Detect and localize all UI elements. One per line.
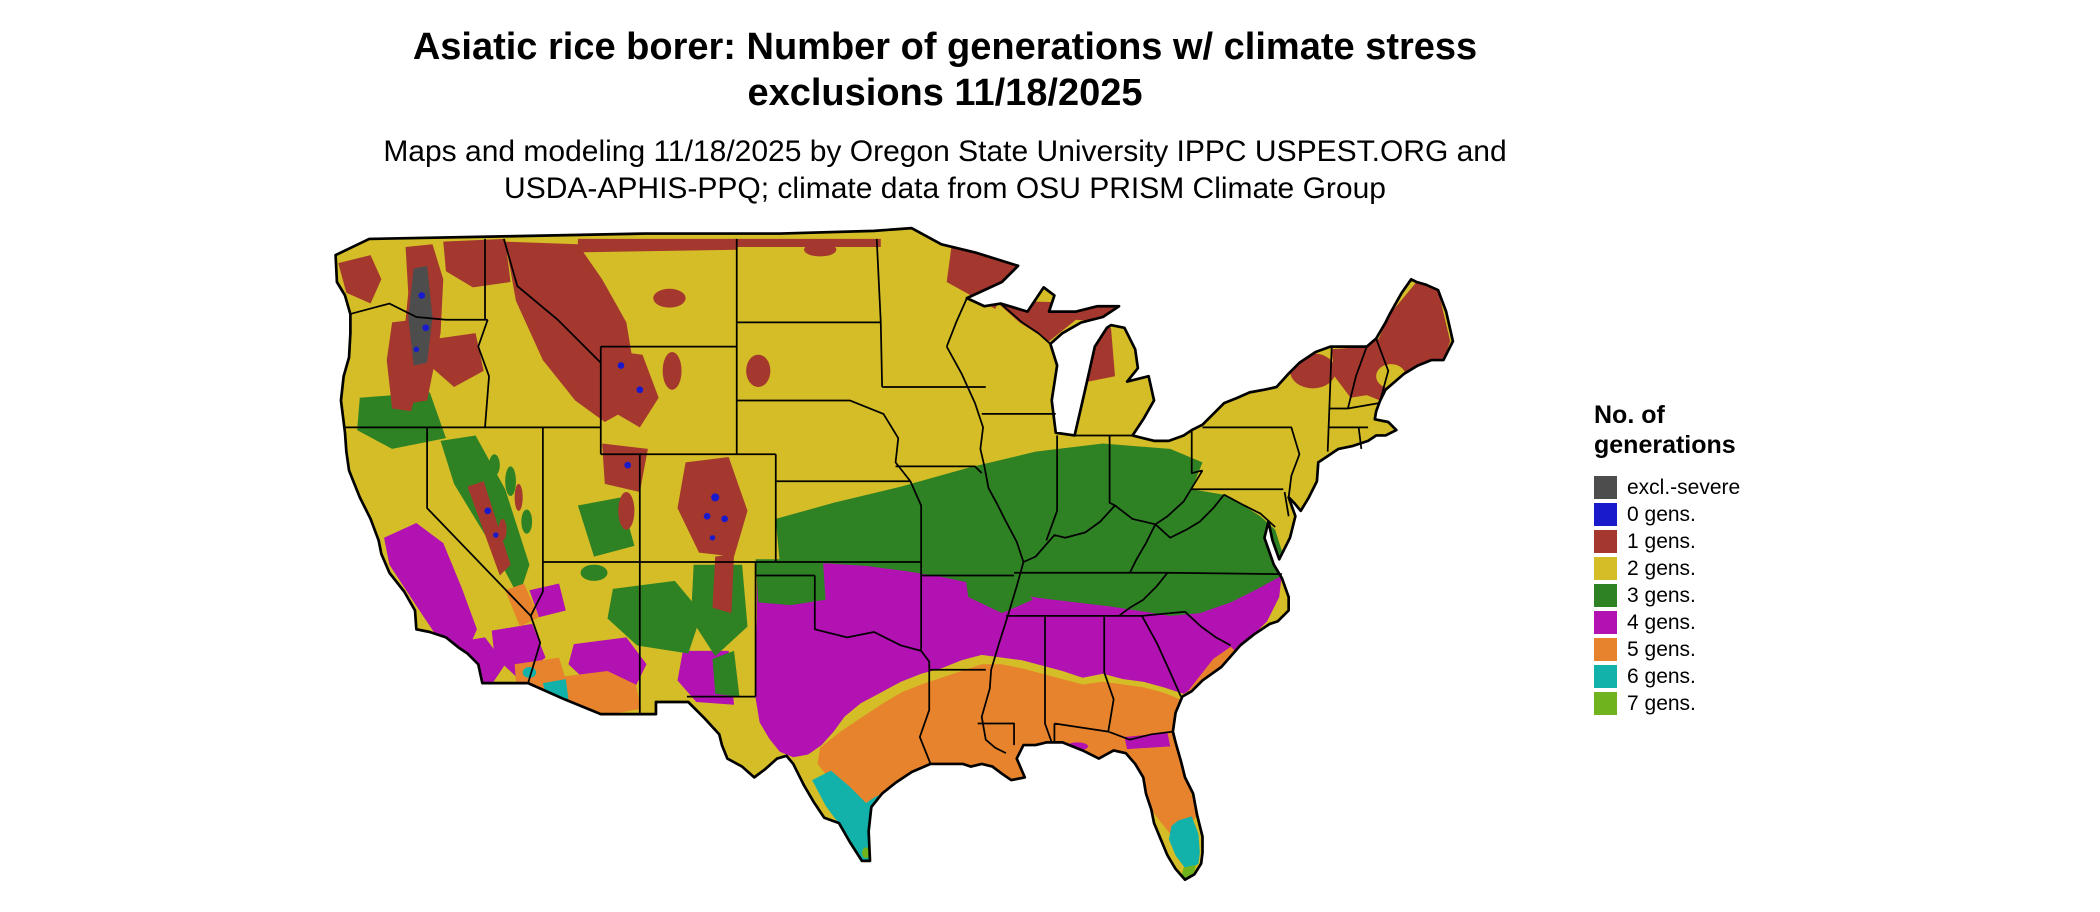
region-6-gens xyxy=(522,667,1200,872)
title-line-1: Asiatic rice borer: Number of generation… xyxy=(412,26,1478,68)
legend-label: excl.-severe xyxy=(1627,476,1741,499)
subtitle-line-1: Maps and modeling 11/18/2025 by Oregon S… xyxy=(383,134,1507,168)
region-excl-severe xyxy=(408,265,433,366)
legend-item: 7 gens. xyxy=(1594,690,1854,717)
map-panel xyxy=(295,212,1480,912)
legend-item: 3 gens. xyxy=(1594,582,1854,609)
legend-item: excl.-severe xyxy=(1594,474,1854,501)
legend-swatch-4-gens xyxy=(1594,611,1617,634)
legend-item: 2 gens. xyxy=(1594,555,1854,582)
legend-swatch-5-gens xyxy=(1594,638,1617,661)
page-subtitle: Maps and modeling 11/18/2025 by Oregon S… xyxy=(0,133,1890,208)
legend-swatch-1-gens xyxy=(1594,530,1617,553)
region-7-gens xyxy=(861,847,1196,880)
header: Asiatic rice borer: Number of generation… xyxy=(0,24,1890,208)
legend-title: No. of generations xyxy=(1594,400,1854,460)
title-line-2: exclusions 11/18/2025 xyxy=(747,72,1143,115)
legend-label: 5 gens. xyxy=(1627,638,1696,661)
legend-swatch-6-gens xyxy=(1594,665,1617,688)
legend-swatch-7-gens xyxy=(1594,692,1617,715)
legend-label: 4 gens. xyxy=(1627,611,1696,634)
legend-item: 0 gens. xyxy=(1594,501,1854,528)
legend-label: 0 gens. xyxy=(1627,503,1696,526)
legend-swatch-2-gens xyxy=(1594,557,1617,580)
legend-title-line-2: generations xyxy=(1594,431,1736,459)
page-title: Asiatic rice borer: Number of generation… xyxy=(0,24,1890,117)
legend-item: 1 gens. xyxy=(1594,528,1854,555)
legend-item: 4 gens. xyxy=(1594,609,1854,636)
legend-swatch-0-gens xyxy=(1594,503,1617,526)
legend-label: 7 gens. xyxy=(1627,692,1696,715)
us-generations-map xyxy=(334,226,1455,882)
state-borders xyxy=(345,238,1390,765)
legend-label: 1 gens. xyxy=(1627,530,1696,553)
legend-label: 6 gens. xyxy=(1627,665,1696,688)
legend: No. of generations excl.-severe 0 gens. … xyxy=(1594,400,1854,717)
us-outline xyxy=(334,226,1455,882)
subtitle-line-2: USDA-APHIS-PPQ; climate data from OSU PR… xyxy=(504,172,1386,206)
legend-item: 6 gens. xyxy=(1594,663,1854,690)
legend-label: 2 gens. xyxy=(1627,557,1696,580)
legend-swatch-excl-severe xyxy=(1594,476,1617,499)
legend-label: 3 gens. xyxy=(1627,584,1696,607)
legend-swatch-3-gens xyxy=(1594,584,1617,607)
legend-item: 5 gens. xyxy=(1594,636,1854,663)
region-0-gens xyxy=(413,292,728,541)
legend-title-line-1: No. of xyxy=(1594,401,1665,429)
